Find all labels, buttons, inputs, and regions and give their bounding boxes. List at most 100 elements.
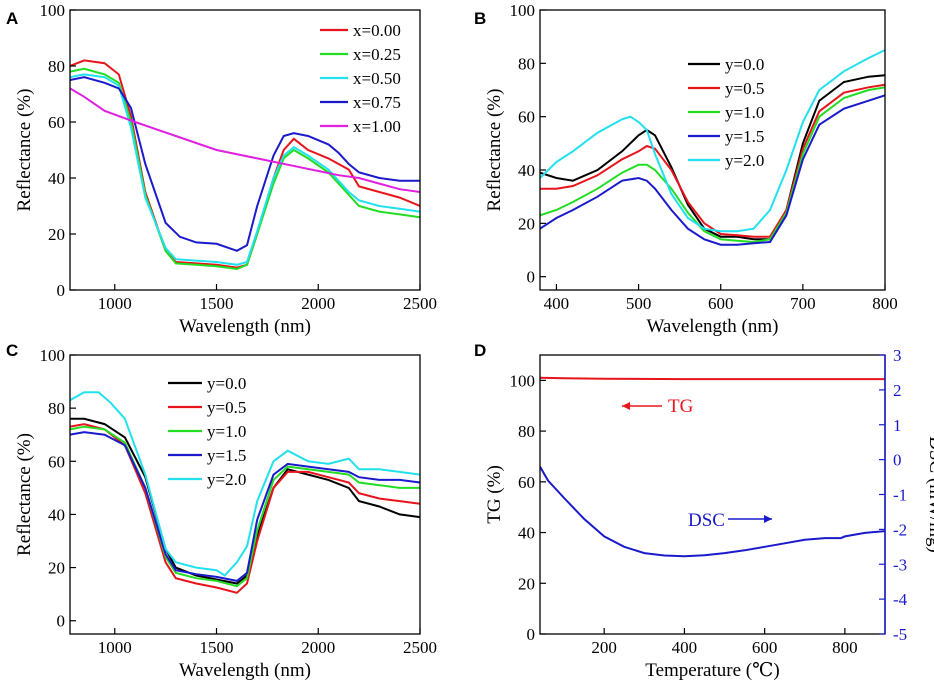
x-tick-label: 2500: [403, 294, 437, 313]
series-line-y=1.5: [70, 431, 420, 582]
y-tick-label: 20: [48, 225, 65, 244]
series-line-y=0.5: [540, 83, 885, 238]
y-tick-label: 20: [48, 559, 65, 578]
x-tick-label: 500: [626, 294, 652, 313]
annotation-label-dsc: DSC: [688, 510, 725, 531]
x-tick-label: 400: [672, 638, 698, 657]
y-tick-label: 0: [57, 281, 66, 300]
x-tick-label: 1500: [200, 294, 234, 313]
y-right-tick-label: -1: [893, 486, 907, 505]
x-tick-label: 1000: [98, 638, 132, 657]
y-tick-label: 40: [518, 524, 535, 543]
legend-label: y=0.0: [725, 55, 764, 74]
y-axis-label: Reflectance (%): [14, 89, 35, 212]
x-axis-label: Wavelength (nm): [647, 316, 779, 337]
series-line-y=2.0: [540, 49, 885, 233]
x-tick-label: 600: [708, 294, 734, 313]
plot-frame: [69, 354, 421, 635]
chart-panel-c: C 1000 1500 2000 2500 0 20 40 60 80 100 Wavelength …: [6, 341, 437, 681]
y-axis-label: Reflectance (%): [14, 433, 35, 556]
chart-panel-a: A 1000 1500 2000 2500 0 20 40 60 80 100 Wavelength …: [6, 1, 437, 337]
x-axis-label: Wavelength (nm): [179, 660, 311, 681]
y-tick-label: 80: [48, 399, 65, 418]
legend-label: y=0.0: [207, 374, 246, 393]
y-tick-label: 60: [518, 108, 535, 127]
legend-label: y=1.5: [207, 446, 246, 465]
y-tick-label: 60: [518, 473, 535, 492]
y-axis-right-label: DSC (mW/mg): [925, 436, 934, 553]
y-tick-label: 60: [48, 113, 65, 132]
series-line-y=1.0: [540, 86, 885, 244]
y-tick-label: 40: [48, 505, 65, 524]
legend-label: y=1.0: [725, 103, 764, 122]
x-tick-label: 600: [752, 638, 778, 657]
y-tick-label: 0: [527, 268, 536, 287]
y-tick-label: 100: [510, 1, 536, 20]
x-tick-label: 1000: [98, 294, 132, 313]
annotation-label-tg: TG: [668, 396, 694, 417]
y-right-tick-label: 1: [893, 416, 902, 435]
arrowhead-icon: [622, 402, 630, 410]
x-axis-label: Temperature (℃): [645, 660, 779, 681]
plot-frame: [539, 9, 886, 291]
x-tick-label: 200: [591, 638, 617, 657]
chart-panel-b: B 400 500 600 700 800 0 20 40 60 80 100 Wavelength (…: [474, 1, 898, 337]
series-line-y=2.0: [70, 391, 420, 577]
legend-label: x=0.00: [353, 21, 401, 40]
legend-label: x=0.25: [353, 45, 401, 64]
plot-frame: [69, 9, 421, 291]
y-tick-label: 20: [518, 574, 535, 593]
y-right-tick-label: -5: [893, 625, 907, 644]
y-tick-label: 60: [48, 452, 65, 471]
y-tick-label: 40: [48, 169, 65, 188]
y-tick-label: 0: [527, 625, 536, 644]
y-tick-label: 0: [57, 612, 66, 631]
plot-frame: [539, 354, 886, 635]
legend-label: x=0.75: [353, 93, 401, 112]
series-line-x=0.75: [70, 76, 420, 252]
series-line-x=1.00: [70, 87, 420, 193]
series-line-TG: [540, 376, 885, 381]
arrowhead-icon: [764, 515, 772, 523]
legend-label: y=1.5: [725, 127, 764, 146]
y-right-tick-label: 0: [893, 451, 902, 470]
y-right-tick-label: -3: [893, 555, 907, 574]
legend-label: y=0.5: [207, 398, 246, 417]
legend-label: y=1.0: [207, 422, 246, 441]
y-right-tick-label: -4: [893, 590, 908, 609]
y-axis-label: Reflectance (%): [484, 89, 505, 212]
y-tick-label: 80: [518, 422, 535, 441]
legend-label: y=2.0: [207, 470, 246, 489]
x-axis-label: Wavelength (nm): [179, 316, 311, 337]
y-tick-label: 100: [40, 346, 66, 365]
panel-letter: C: [6, 341, 18, 360]
y-tick-label: 100: [40, 1, 66, 20]
series-line-y=1.5: [540, 94, 885, 246]
panel-letter: D: [474, 341, 486, 360]
y-right-tick-label: 3: [893, 346, 902, 365]
panel-letter: A: [6, 9, 18, 28]
y-tick-label: 80: [518, 54, 535, 73]
x-tick-label: 800: [872, 294, 898, 313]
y-right-tick-label: 2: [893, 381, 902, 400]
y-right-tick-label: -2: [893, 520, 907, 539]
y-tick-label: 100: [510, 371, 536, 390]
x-tick-label: 2000: [301, 638, 335, 657]
legend-label: x=1.00: [353, 117, 401, 136]
x-tick-label: 1500: [200, 638, 234, 657]
panel-letter: B: [474, 9, 486, 28]
y-tick-label: 40: [518, 161, 535, 180]
series-line-DSC: [540, 466, 885, 558]
x-tick-label: 400: [544, 294, 570, 313]
y-tick-label: 20: [518, 214, 535, 233]
legend-label: y=0.5: [725, 79, 764, 98]
x-tick-label: 2000: [301, 294, 335, 313]
x-tick-label: 2500: [403, 638, 437, 657]
x-tick-label: 700: [790, 294, 816, 313]
legend-label: x=0.50: [353, 69, 401, 88]
legend-label: y=2.0: [725, 151, 764, 170]
y-tick-label: 80: [48, 57, 65, 76]
y-axis-label: TG (%): [484, 465, 505, 524]
chart-panel-d: D 200 400 600 800 0 20 40 60 80 100 -5 -4 -3 -2 -1 0 1 2 3 D…: [474, 341, 934, 681]
